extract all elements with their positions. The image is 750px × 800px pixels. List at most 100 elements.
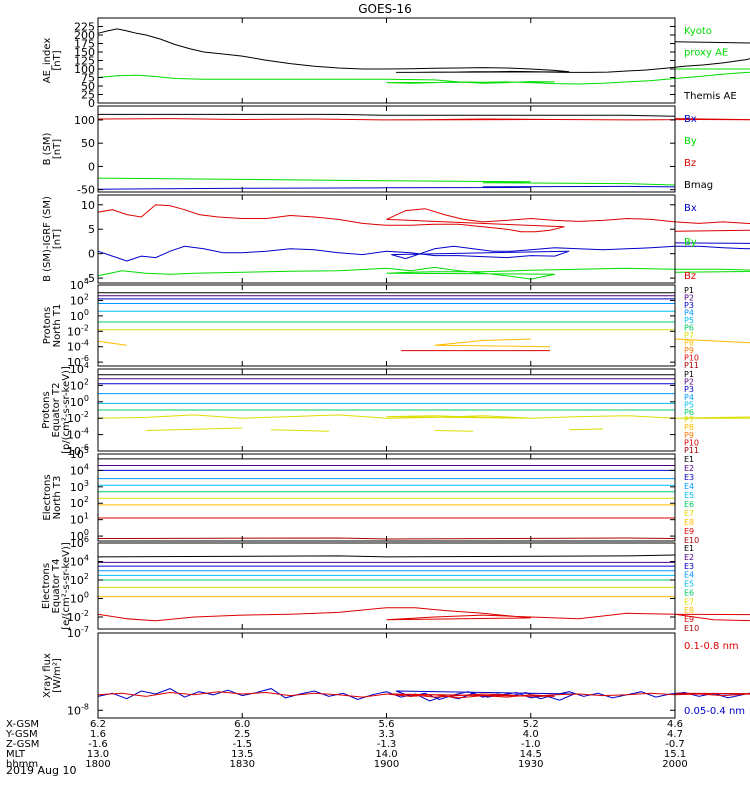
y-tick-label: 50 [81, 80, 95, 93]
y-tick-exponent: -4 [81, 427, 89, 436]
y-tick-label: 125 [74, 55, 95, 68]
legend-label: E9 [684, 527, 694, 536]
legend-label: E8 [684, 606, 694, 615]
legend-label: P11 [684, 361, 699, 370]
y-tick-label: 104 [70, 277, 89, 292]
series-line [569, 428, 603, 431]
y-axis-label: North T3 [52, 476, 63, 520]
legend-label: P3 [684, 385, 694, 394]
y-tick-label: -5 [84, 272, 95, 285]
legend-label: E5 [684, 580, 694, 589]
y-axis-label: AE_index [42, 38, 53, 84]
series-line [271, 429, 329, 432]
legend-label: E6 [684, 500, 694, 509]
axis-row-label: X-GSM [6, 719, 39, 730]
legend-label: Bx [684, 203, 697, 214]
date-label: 2019 Aug 10 [6, 764, 76, 777]
y-tick-label: 100 [74, 114, 95, 127]
legend-label: P7 [684, 416, 694, 425]
series-line [97, 177, 676, 186]
y-tick-label: 10-2 [67, 323, 89, 338]
legend-label: proxy AE [684, 48, 728, 59]
y-tick-exponent: 4 [84, 361, 89, 370]
axis-row-value: 6.2 [90, 719, 106, 730]
legend-label: P2 [684, 294, 694, 303]
legend-label: 0.05-0.4 nm [684, 706, 745, 717]
y-tick-exponent: 4 [84, 277, 89, 286]
legend-label: P10 [684, 354, 699, 363]
legend-label: E8 [684, 518, 694, 527]
y-tick-label: 0 [88, 97, 95, 110]
y-tick-exponent: 5 [84, 446, 89, 455]
y-tick-label: 100 [74, 63, 95, 76]
legend-label: P8 [684, 339, 694, 348]
axis-row-value: -1.3 [377, 739, 397, 750]
legend-label: P10 [684, 438, 699, 447]
y-tick-exponent: 0 [84, 528, 89, 537]
axis-row-value: 4.0 [523, 729, 539, 740]
axis-row-label: MLT [6, 749, 26, 760]
y-tick-exponent: -6 [81, 443, 89, 452]
series-line [97, 607, 750, 622]
y-tick-label: 100 [70, 308, 89, 323]
legend-label: P11 [684, 446, 699, 455]
axis-row-value: 2.5 [234, 729, 250, 740]
y-tick-exponent: 4 [84, 462, 89, 471]
legend-label: P7 [684, 331, 694, 340]
y-axis-label: Protons [42, 307, 53, 344]
legend-label: E2 [684, 553, 694, 562]
panel-frame [97, 632, 676, 719]
axis-row-value: -1.0 [521, 739, 541, 750]
axis-row-value: 4.6 [667, 719, 683, 730]
y-tick-exponent: 4 [84, 553, 89, 562]
series-line [98, 113, 676, 117]
series-line [97, 340, 127, 346]
y-tick-label: 200 [74, 29, 95, 42]
panel-frame [97, 17, 676, 104]
legend-label: E9 [684, 615, 694, 624]
y-tick-label: 101 [70, 512, 89, 527]
axis-row-value: 5.2 [523, 719, 539, 730]
axis-row-value: 1900 [374, 759, 399, 770]
axis-row-value: 2000 [662, 759, 687, 770]
y-tick-exponent: 0 [84, 308, 89, 317]
series-line [434, 338, 551, 348]
legend-label: Bmag [684, 180, 713, 191]
series-line [97, 266, 750, 280]
series-line [97, 204, 750, 233]
y-tick-exponent: 2 [84, 292, 89, 301]
series-line [97, 554, 676, 558]
y-tick-exponent: 2 [84, 572, 89, 581]
y-tick-exponent: -7 [81, 625, 89, 634]
legend-label: P9 [684, 431, 694, 440]
y-axis-label: [p/(cm²-s-sr-keV)] [61, 366, 72, 454]
legend-label: E2 [684, 464, 694, 473]
axis-row-value: 1930 [518, 759, 543, 770]
axis-row-label: Y-GSM [5, 729, 38, 740]
legend-label: Themis AE [683, 91, 737, 102]
y-axis-label: Equator T4 [51, 559, 62, 614]
legend-label: E7 [684, 509, 694, 518]
axis-row-value: -0.7 [665, 739, 685, 750]
legend-label: E4 [684, 571, 694, 580]
legend-label: P5 [684, 316, 694, 325]
y-axis-label: [e/(cm²-s-sr-keV)] [61, 542, 72, 630]
axis-row-value: 13.5 [231, 749, 253, 760]
legend-label: Kyoto [684, 26, 712, 37]
y-tick-label: 5 [88, 223, 95, 236]
panel-8: 10-7 10-8 Xray flux [W/m²] 0.1-0.8 nm 0.05-0.… [42, 625, 750, 719]
legend-label: 0.1-0.8 nm [684, 641, 739, 652]
legend-label: P6 [684, 408, 694, 417]
y-axis-label: [W/m²] [52, 658, 63, 693]
legend-label: E4 [684, 482, 694, 491]
series-line [97, 414, 750, 419]
y-tick-exponent: 1 [84, 512, 89, 521]
panel-frame [97, 453, 676, 542]
y-tick-label: 175 [74, 38, 95, 51]
y-tick-label: 10 [81, 199, 95, 212]
legend-label: P4 [684, 393, 694, 402]
